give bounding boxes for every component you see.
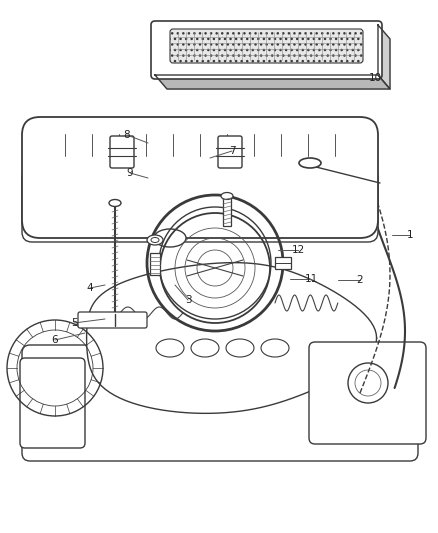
Text: 10: 10	[368, 73, 381, 83]
Text: 11: 11	[304, 274, 318, 284]
FancyBboxPatch shape	[78, 312, 147, 328]
Ellipse shape	[261, 339, 289, 357]
Text: 1: 1	[407, 230, 413, 240]
Ellipse shape	[154, 229, 186, 247]
Text: 5: 5	[71, 318, 78, 328]
FancyBboxPatch shape	[22, 168, 378, 242]
Bar	[275, 257, 291, 269]
Ellipse shape	[151, 238, 159, 243]
Polygon shape	[155, 75, 390, 89]
Bar	[150, 253, 160, 275]
Text: 8: 8	[124, 130, 131, 140]
Ellipse shape	[191, 339, 219, 357]
Ellipse shape	[156, 339, 184, 357]
Polygon shape	[378, 25, 390, 89]
FancyBboxPatch shape	[110, 136, 134, 168]
Text: 3: 3	[185, 295, 191, 305]
Bar	[223, 196, 231, 226]
Ellipse shape	[147, 235, 163, 245]
Text: 4: 4	[87, 283, 93, 293]
FancyBboxPatch shape	[20, 358, 85, 448]
Ellipse shape	[226, 339, 254, 357]
Polygon shape	[87, 263, 377, 414]
FancyBboxPatch shape	[170, 29, 363, 63]
Ellipse shape	[221, 192, 233, 199]
FancyBboxPatch shape	[151, 21, 382, 79]
FancyBboxPatch shape	[22, 117, 378, 238]
Ellipse shape	[109, 199, 121, 206]
Text: 2: 2	[357, 275, 363, 285]
Text: 7: 7	[229, 146, 235, 156]
FancyBboxPatch shape	[22, 345, 418, 461]
Text: 12: 12	[291, 245, 304, 255]
FancyBboxPatch shape	[309, 342, 426, 444]
Ellipse shape	[299, 158, 321, 168]
Text: 9: 9	[127, 168, 133, 178]
Text: 6: 6	[52, 335, 58, 345]
FancyBboxPatch shape	[218, 136, 242, 168]
Ellipse shape	[35, 211, 365, 239]
